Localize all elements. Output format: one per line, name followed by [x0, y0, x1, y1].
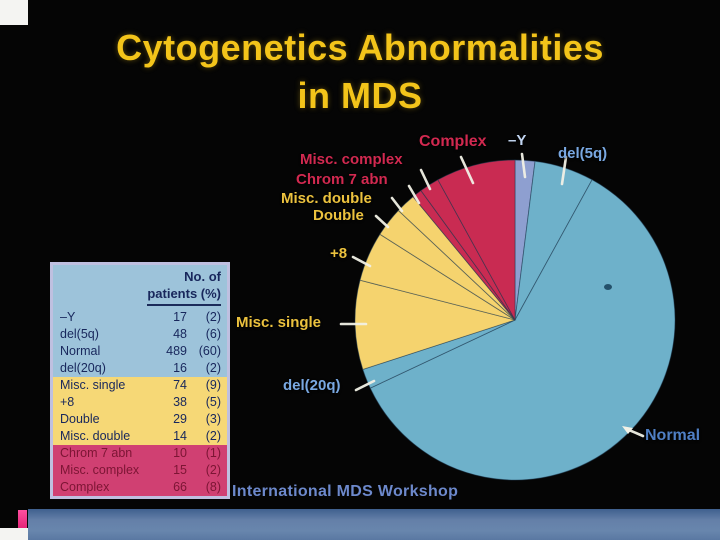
- row-label: Normal: [60, 344, 101, 359]
- row-count: 10: [173, 446, 187, 461]
- table-row: Misc. double 14 (2): [53, 427, 227, 445]
- table-row: Double 29 (3): [53, 410, 227, 428]
- title-line-2: in MDS: [297, 74, 423, 116]
- row-count: 66: [173, 480, 187, 495]
- table-header: No. of patients (%): [53, 265, 227, 309]
- pie-label-chrom7-abn: Chrom 7 abn: [296, 171, 388, 188]
- data-table: No. of patients (%) –Y 17 (2) del(5q) 48…: [50, 262, 230, 499]
- slide-title: Cytogenetics Abnormalities in MDS: [0, 24, 720, 119]
- table-row: +8 38 (5): [53, 393, 227, 411]
- row-label: Double: [60, 412, 100, 427]
- corner-white-bottom-left: [0, 528, 28, 540]
- row-label: Misc. single: [60, 378, 126, 393]
- row-label: Complex: [60, 480, 110, 495]
- pie-label-normal: Normal: [645, 427, 701, 444]
- row-percent: (2): [205, 310, 221, 325]
- row-count: 38: [173, 395, 187, 410]
- row-percent: (2): [205, 361, 221, 376]
- row-percent: (3): [205, 412, 221, 427]
- row-label: Misc. complex: [60, 463, 140, 478]
- table-header-line1: No. of: [184, 269, 221, 284]
- row-label: –Y: [60, 310, 76, 325]
- title-line-1: Cytogenetics Abnormalities: [116, 27, 604, 68]
- pie-label-misc-complex: Misc. complex: [300, 151, 403, 168]
- table-row: –Y 17 (2): [53, 308, 227, 326]
- row-percent: (5): [205, 395, 221, 410]
- table-row: Misc. single 74 (9): [53, 376, 227, 394]
- table-row: Chrom 7 abn 10 (1): [53, 444, 227, 462]
- row-percent: (2): [205, 429, 221, 444]
- pie-label-plus8: +8: [330, 245, 348, 262]
- pie-label-double: Double: [313, 207, 364, 224]
- row-label: del(5q): [60, 327, 99, 342]
- footer-bar: [28, 509, 720, 540]
- pie-label-del5q: del(5q): [558, 145, 608, 162]
- row-label: Misc. double: [60, 429, 131, 444]
- row-percent: (1): [205, 446, 221, 461]
- row-count: 14: [173, 429, 187, 444]
- row-count: 29: [173, 412, 187, 427]
- table-row: Misc. complex 15 (2): [53, 461, 227, 479]
- row-count: 48: [173, 327, 187, 342]
- row-percent: (9): [205, 378, 221, 393]
- row-percent: (8): [205, 480, 221, 495]
- table-header-line2: patients (%): [147, 286, 221, 306]
- pie-label-misc-double: Misc. double: [281, 190, 372, 207]
- row-percent: (2): [205, 463, 221, 478]
- row-label: +8: [60, 395, 75, 410]
- table-row: del(20q) 16 (2): [53, 359, 227, 377]
- row-count: 16: [173, 361, 187, 376]
- pie-label-complex: Complex: [419, 133, 487, 150]
- table-row: Complex 66 (8): [53, 478, 227, 496]
- row-count: 15: [173, 463, 187, 478]
- corner-white-top-left: [0, 0, 28, 25]
- row-label: Chrom 7 abn: [60, 446, 133, 461]
- source-caption: International MDS Workshop: [232, 483, 459, 500]
- pie-label-misc-single: Misc. single: [236, 314, 322, 331]
- row-percent: (6): [205, 327, 221, 342]
- row-count: 74: [173, 378, 187, 393]
- pie-label-del20q: del(20q): [283, 377, 341, 394]
- table-row: Normal 489 (60): [53, 342, 227, 360]
- pie-label-minus-y: –Y: [508, 132, 527, 149]
- table-row: del(5q) 48 (6): [53, 325, 227, 343]
- row-count: 489: [166, 344, 187, 359]
- footer-accent-bar: [18, 510, 27, 531]
- row-percent: (60): [198, 344, 221, 359]
- row-label: del(20q): [60, 361, 106, 376]
- row-count: 17: [173, 310, 187, 325]
